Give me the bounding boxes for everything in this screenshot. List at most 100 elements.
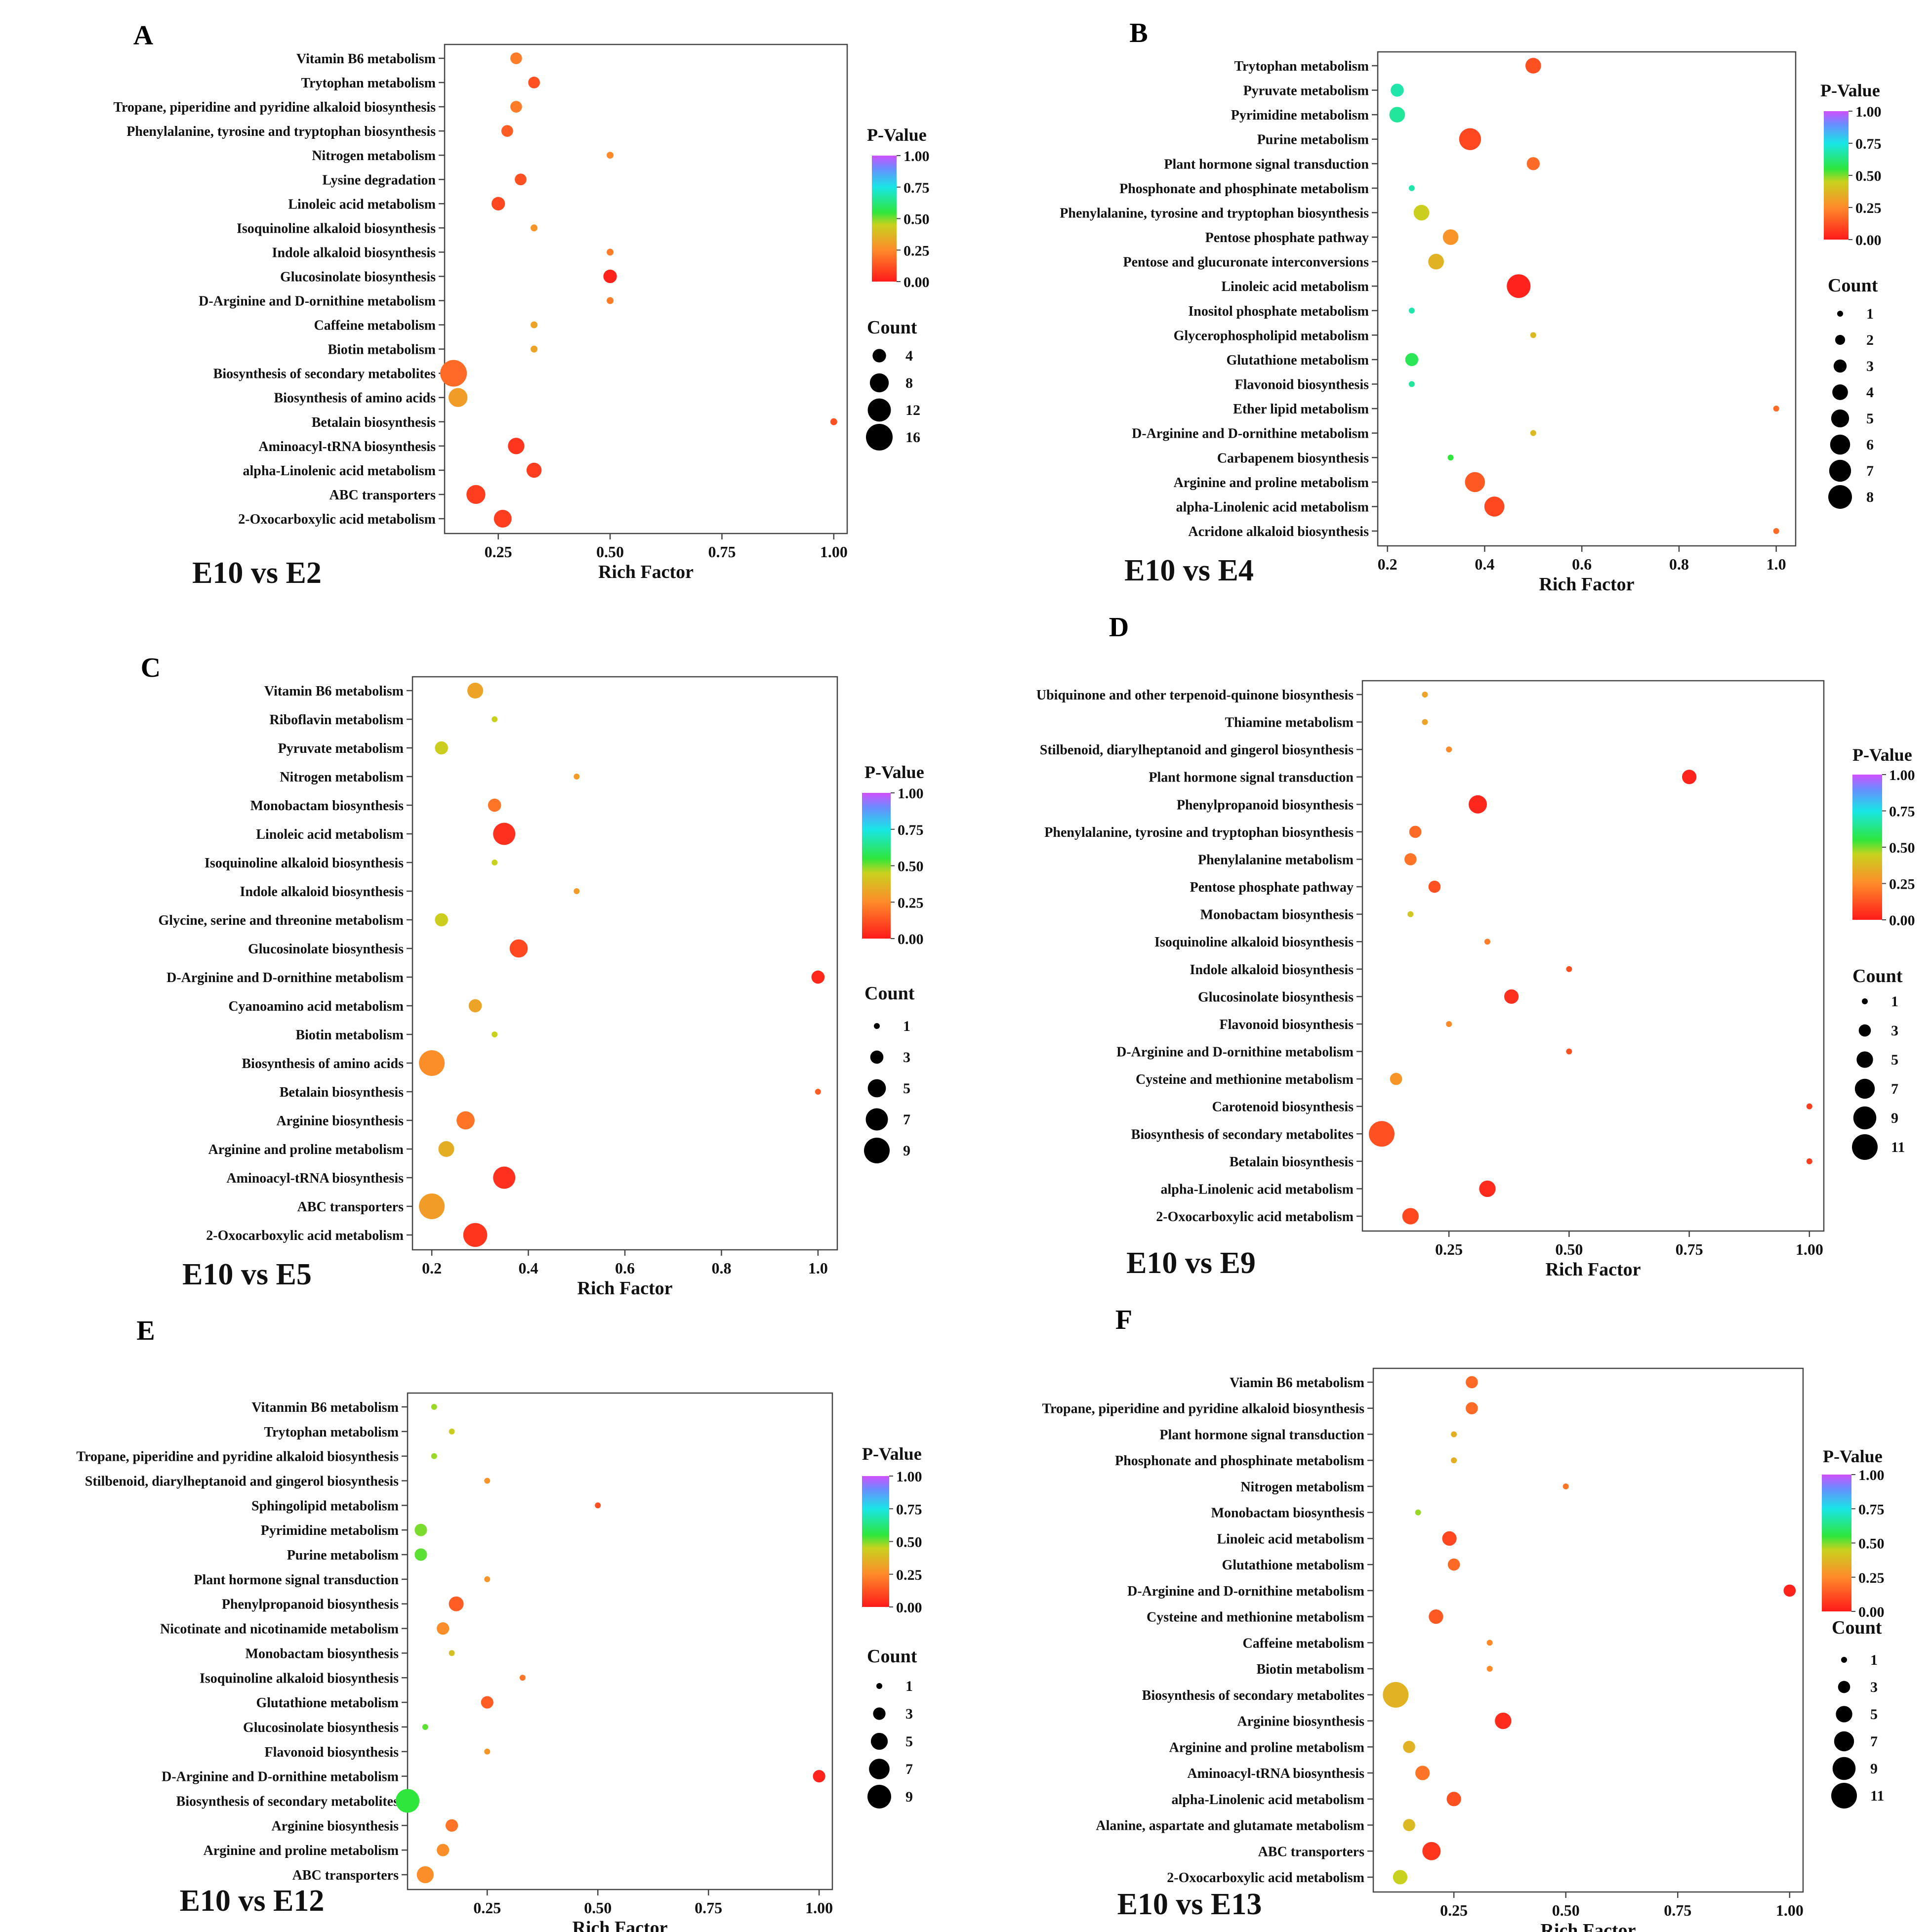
- pathway-label: D-Arginine and D-ornithine metabolism: [1127, 1584, 1364, 1599]
- data-point: [419, 1193, 445, 1219]
- count-legend-dot: [1832, 1757, 1856, 1780]
- data-point: [463, 1223, 488, 1247]
- count-legend-dot: [1836, 1706, 1852, 1723]
- data-point: [1393, 1870, 1408, 1885]
- pathway-label: Plant hormone signal transduction: [194, 1572, 399, 1588]
- colorbar: [1852, 775, 1882, 920]
- x-tick-label: 0.75: [1664, 1901, 1691, 1919]
- x-axis-label: Rich Factor: [572, 1918, 667, 1932]
- pathway-label: Biotin metabolism: [328, 342, 436, 358]
- data-point: [1484, 939, 1490, 945]
- count-legend-label: 4: [1866, 384, 1874, 401]
- colorbar-tick-label: 0.00: [898, 931, 924, 947]
- comparison-title: E10 vs E12: [180, 1884, 325, 1918]
- data-point: [431, 1404, 437, 1410]
- pathway-label: alpha-Linolenic acid metabolism: [1161, 1182, 1354, 1197]
- x-axis-label: Rich Factor: [1540, 1920, 1636, 1932]
- panel-letter: C: [141, 653, 161, 683]
- colorbar-tick-label: 0.00: [1855, 232, 1882, 248]
- count-legend-title: Count: [864, 983, 915, 1004]
- data-point: [414, 1523, 427, 1536]
- data-point: [1562, 1483, 1569, 1489]
- count-legend-title: Count: [867, 317, 917, 338]
- data-point: [466, 485, 486, 504]
- colorbar-tick-label: 0.50: [896, 1534, 922, 1551]
- data-point: [1468, 795, 1487, 814]
- x-tick-label: 0.50: [1552, 1901, 1580, 1919]
- pathway-label: 2-Oxocarboxylic acid metabolism: [206, 1228, 404, 1243]
- colorbar-tick-label: 0.75: [1855, 136, 1882, 152]
- data-point: [437, 1622, 450, 1635]
- chart-svg: F 0.25 0.50 0.75 1.00 Rich Factor E10 vs E13 Vi…: [1042, 1305, 1885, 1932]
- pathway-label: Phosphonate and phosphinate metabolism: [1115, 1453, 1364, 1469]
- pathway-label: Betalain biosynthesis: [312, 415, 436, 430]
- colorbar-tick-label: 0.00: [1858, 1604, 1885, 1620]
- count-legend-dot: [1830, 434, 1850, 455]
- data-point: [510, 101, 522, 113]
- pathway-label: Isoquinoline alkaloid biosynthesis: [237, 221, 436, 236]
- data-point: [1526, 157, 1540, 170]
- colorbar-tick-label: 0.25: [896, 1567, 922, 1583]
- x-axis-label: Rich Factor: [1539, 574, 1634, 595]
- data-point: [607, 152, 614, 159]
- pathway-label: Cysteine and methionine metabolism: [1147, 1610, 1364, 1625]
- count-legend-label: 9: [903, 1143, 910, 1159]
- pathway-label: Arginine and proline metabolism: [208, 1142, 404, 1157]
- pathway-label: Indole alkaloid biosynthesis: [240, 884, 404, 900]
- count-legend-dot: [1829, 459, 1851, 482]
- x-tick-label: 0.6: [1572, 555, 1592, 573]
- colorbar-tick-label: 1.00: [1889, 767, 1915, 783]
- data-point: [811, 970, 825, 984]
- pathway-label: Tropane, piperidine and pyridine alkaloi…: [1042, 1401, 1365, 1417]
- count-legend-dot: [865, 1108, 888, 1131]
- data-point: [456, 1111, 475, 1130]
- count-legend-dot: [1828, 485, 1852, 509]
- colorbar-tick-label: 0.00: [1889, 912, 1915, 929]
- pathway-label: Sphingolipid metabolism: [251, 1498, 399, 1514]
- pathway-label: Biosynthesis of secondary metabolites: [1142, 1688, 1364, 1703]
- data-point: [508, 438, 525, 454]
- count-legend-label: 5: [1870, 1706, 1878, 1723]
- comparison-title: E10 vs E4: [1124, 554, 1254, 587]
- colorbar-tick-label: 0.00: [904, 274, 930, 290]
- colorbar: [1824, 111, 1849, 240]
- data-point: [1442, 229, 1459, 245]
- pathway-label: Linoleic acid metabolism: [256, 827, 404, 842]
- pathway-label: Monobactam biosynthesis: [246, 1646, 399, 1661]
- colorbar: [862, 1476, 889, 1607]
- count-legend-dot: [867, 398, 891, 422]
- pathway-label: ABC transporters: [329, 488, 436, 503]
- pathway-label: Biotin metabolism: [1256, 1662, 1364, 1677]
- pathway-label: Vitamin B6 metabolism: [264, 684, 404, 699]
- pvalue-legend-title: P-Value: [1823, 1446, 1883, 1466]
- data-point: [488, 798, 501, 812]
- count-legend-label: 1: [1870, 1652, 1878, 1668]
- count-legend-label: 7: [1866, 463, 1874, 479]
- pathway-label: Phosphonate and phosphinate metabolism: [1119, 181, 1369, 197]
- pvalue-legend-title: P-Value: [867, 125, 927, 145]
- pathway-label: Trytophan metabolism: [1234, 59, 1369, 74]
- colorbar-tick-label: 1.00: [1855, 104, 1882, 120]
- data-point: [1447, 454, 1454, 461]
- pathway-label: Phenylpropanoid biosynthesis: [1177, 797, 1354, 813]
- pathway-label: Inositol phosphate metabolism: [1188, 304, 1369, 319]
- count-legend-label: 7: [1891, 1081, 1898, 1097]
- chart-svg: E 0.25 0.50 0.75 1.00 Rich Factor E10 vs E12 Vi…: [77, 1315, 922, 1932]
- data-point: [1682, 770, 1697, 784]
- data-point: [1783, 1584, 1796, 1597]
- data-point: [813, 1770, 825, 1783]
- count-legend-label: 5: [905, 1733, 913, 1750]
- pathway-label: D-Arginine and D-ornithine metabolism: [199, 294, 436, 309]
- data-point: [1403, 1740, 1415, 1753]
- pathway-label: Indole alkaloid biosynthesis: [272, 245, 436, 260]
- data-point: [607, 297, 614, 304]
- x-axis-label: Rich Factor: [1545, 1259, 1641, 1280]
- count-legend-label: 9: [905, 1789, 913, 1805]
- data-point: [531, 321, 538, 329]
- panel-letter: E: [136, 1315, 155, 1346]
- comparison-title: E10 vs E2: [192, 556, 322, 590]
- data-point: [1389, 107, 1405, 123]
- data-point: [1390, 1072, 1402, 1085]
- colorbar-tick-label: 1.00: [896, 1469, 922, 1485]
- count-legend-dot: [1832, 384, 1848, 400]
